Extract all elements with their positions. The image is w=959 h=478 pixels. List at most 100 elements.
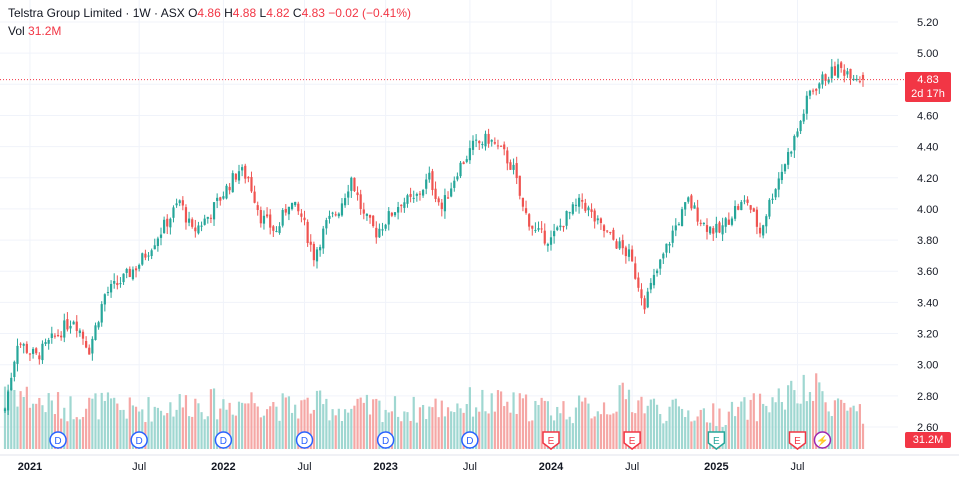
volume-bar — [109, 398, 113, 449]
volume-bar — [546, 401, 549, 449]
volume-bar — [509, 412, 512, 449]
candle-body — [387, 211, 390, 225]
candle-body — [690, 195, 693, 209]
volume-bar — [184, 395, 188, 449]
volume-bar — [718, 408, 721, 449]
volume-bar — [362, 402, 365, 449]
price-axis[interactable]: 5.205.004.804.604.404.204.003.803.603.40… — [917, 17, 938, 434]
volume-bar — [593, 416, 596, 449]
volume-bar — [652, 398, 656, 449]
close-label: C — [292, 6, 302, 20]
candle-body — [799, 120, 802, 132]
volume-bar — [450, 411, 453, 449]
volume-bar — [768, 412, 771, 449]
volume-bar — [262, 415, 266, 449]
dividend-marker[interactable]: D — [130, 431, 148, 449]
candle-body — [702, 223, 705, 225]
candle-body — [169, 218, 172, 228]
volume-bar — [752, 393, 755, 449]
volume-bar — [783, 409, 787, 449]
volume-bar — [284, 397, 287, 449]
candle-body — [437, 198, 440, 203]
dividend-marker[interactable]: D — [49, 431, 67, 449]
volume-bar — [512, 392, 515, 449]
volume-bar — [543, 400, 546, 449]
volume-bar — [347, 412, 350, 449]
candle-body — [253, 191, 256, 203]
volume-bar — [749, 399, 752, 449]
dividend-marker-label: D — [54, 436, 61, 447]
symbol-line: Telstra Group Limited · 1W · ASX — [8, 6, 185, 20]
volume-bar — [758, 393, 762, 449]
volume-bar — [699, 409, 702, 449]
volume-bar — [41, 405, 44, 449]
earnings-green-marker[interactable]: E — [707, 431, 726, 450]
volume-bar — [278, 420, 281, 449]
volume-label: Vol — [8, 24, 25, 38]
volume-bar — [106, 392, 110, 449]
dividend-marker[interactable]: D — [214, 431, 233, 449]
volume-bar — [740, 401, 743, 449]
candle-body — [421, 190, 425, 196]
candle-body — [531, 225, 534, 229]
candle-body — [297, 203, 300, 212]
candle-body — [206, 216, 209, 219]
candle-body — [384, 224, 387, 229]
earnings-marker[interactable]: E — [542, 431, 560, 450]
candle-body — [350, 177, 353, 191]
candle-body — [212, 202, 216, 220]
volume-bar — [602, 402, 606, 449]
candle-body — [543, 230, 546, 244]
volume-bar — [440, 400, 443, 449]
volume-bar — [244, 403, 247, 449]
volume-bar — [100, 392, 103, 449]
dividend-marker[interactable]: D — [376, 431, 395, 449]
volume-bar — [172, 416, 175, 449]
volume-bar — [300, 400, 303, 449]
volume-header: Vol 31.2M — [8, 24, 61, 38]
volume-bar — [375, 398, 378, 449]
candle-body — [746, 199, 749, 203]
dividend-marker[interactable]: D — [461, 431, 479, 449]
volume-bar — [178, 394, 181, 449]
volume-bar — [640, 396, 643, 449]
candle-body — [824, 74, 827, 81]
candle-body — [25, 343, 28, 353]
candle-body — [518, 175, 521, 196]
volume-bar — [250, 392, 253, 449]
volume-bar — [665, 420, 668, 449]
volume-bar — [565, 419, 568, 449]
candle-body — [468, 148, 471, 161]
y-tick-label: 3.60 — [917, 266, 938, 278]
candle-body — [593, 210, 596, 222]
candle-body — [796, 131, 799, 137]
volume-bar — [134, 406, 138, 449]
volume-bar — [409, 420, 412, 449]
volume-bar — [378, 400, 381, 449]
candle-body — [456, 176, 459, 180]
volume-bar — [805, 401, 808, 449]
volume-bar — [85, 408, 88, 449]
candle-body — [150, 250, 153, 257]
candle-body — [830, 66, 833, 79]
volume-bar — [627, 389, 631, 449]
volume-bar — [350, 408, 353, 449]
dividend-marker[interactable]: D — [295, 431, 314, 449]
candle-body — [247, 176, 250, 179]
candle-body — [624, 247, 627, 257]
volume-bar — [631, 412, 634, 449]
volume-bar — [31, 403, 35, 449]
split-marker[interactable]: ⚡ — [813, 431, 832, 449]
candle-body — [640, 289, 643, 299]
event-markers[interactable]: D D D D D D E E E E ⚡ — [49, 431, 832, 450]
candle-body — [237, 171, 241, 181]
earnings-marker[interactable]: E — [623, 431, 641, 450]
volume-bar — [125, 418, 128, 449]
earnings-marker[interactable]: E — [788, 431, 807, 450]
time-axis[interactable]: 2021 Jul 2022 Jul 2023 Jul 2024 Jul 2025 Jul — [0, 454, 959, 473]
candle-body — [322, 228, 325, 249]
volume-bar — [253, 403, 256, 449]
volume-bar — [733, 416, 737, 449]
candle-body — [615, 241, 618, 249]
